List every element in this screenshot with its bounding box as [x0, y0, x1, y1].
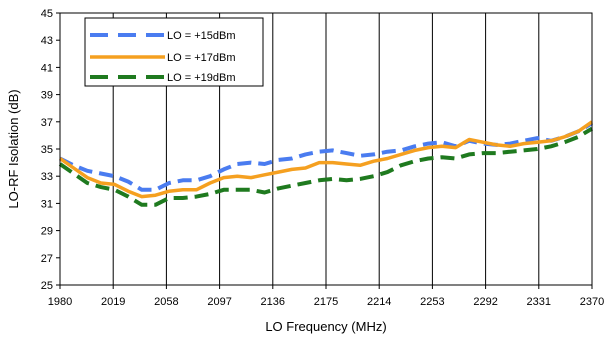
y-tick-label-25: 25 — [41, 280, 53, 292]
legend: LO = +15dBm LO = +17dBm LO = +19dBm — [84, 17, 264, 87]
legend-box — [84, 17, 264, 87]
y-tick-label-43: 43 — [41, 35, 53, 47]
x-tick-label-2370: 2370 — [580, 296, 604, 308]
y-tick-label-31: 31 — [41, 198, 53, 210]
series-line-3 — [58, 126, 594, 207]
series-lines — [58, 120, 594, 207]
x-axis-ticks: 1980 2019 2058 2097 2136 2175 2214 2253 2292 2331… — [48, 285, 604, 308]
x-tick-label-2175: 2175 — [314, 296, 338, 308]
x-axis-title: LO Frequency (MHz) — [265, 319, 386, 334]
y-tick-label-45: 45 — [41, 8, 53, 20]
y-tick-label-29: 29 — [41, 226, 53, 238]
x-tick-label-2253: 2253 — [420, 296, 444, 308]
series-line-2 — [58, 120, 594, 199]
y-tick-label-35: 35 — [41, 144, 53, 156]
y-axis-ticks: 25 27 29 31 33 35 37 39 41 43 45 — [41, 8, 60, 292]
y-tick-label-39: 39 — [41, 90, 53, 102]
x-tick-label-2214: 2214 — [367, 296, 391, 308]
x-tick-label-2331: 2331 — [527, 296, 551, 308]
legend-label-3: LO = +19dBm — [167, 72, 236, 84]
x-tick-label-2097: 2097 — [207, 296, 231, 308]
x-tick-label-2019: 2019 — [101, 296, 125, 308]
y-axis-title: LO-RF Isolation (dB) — [6, 89, 21, 208]
legend-label-2: LO = +17dBm — [167, 52, 236, 64]
x-tick-label-2058: 2058 — [154, 296, 178, 308]
series-line-1 — [59, 121, 594, 192]
y-tick-label-27: 27 — [41, 253, 53, 265]
legend-label-1: LO = +15dBm — [167, 30, 236, 42]
y-tick-label-33: 33 — [41, 171, 53, 183]
y-tick-label-37: 37 — [41, 117, 53, 129]
x-tick-label-1980: 1980 — [48, 296, 72, 308]
x-tick-label-2136: 2136 — [261, 296, 285, 308]
x-tick-label-2292: 2292 — [473, 296, 497, 308]
y-tick-label-41: 41 — [41, 62, 53, 74]
